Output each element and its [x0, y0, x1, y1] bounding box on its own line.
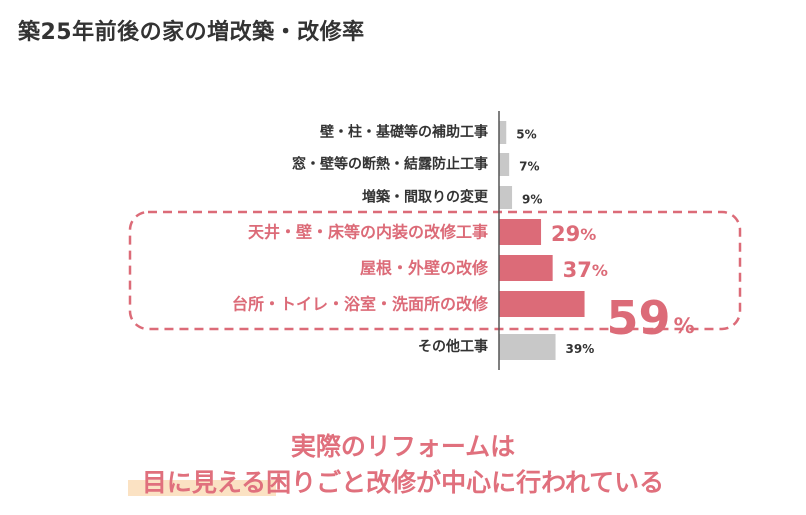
text-highlight	[128, 480, 276, 496]
category-label: 増築・間取りの変更	[362, 189, 489, 206]
value-label: 59%	[607, 291, 695, 345]
bar	[499, 219, 542, 245]
message-line-2: 目に見える困りごと改修が中心に行われている	[141, 468, 665, 497]
value-label: 29%	[551, 222, 596, 246]
message-line-1: 実際のリフォームは	[290, 432, 516, 461]
value-label: 5%	[516, 128, 536, 142]
category-label: 壁・柱・基礎等の補助工事	[320, 124, 488, 141]
page-title: 築25年前後の家の増改築・改修率	[18, 20, 365, 45]
category-label: 台所・トイレ・浴室・洗面所の改修	[232, 295, 489, 314]
bar	[499, 291, 585, 317]
value-label: 7%	[519, 160, 539, 174]
bar	[499, 334, 556, 360]
category-label: 天井・壁・床等の内装の改修工事	[248, 223, 488, 242]
highlight-box	[128, 210, 742, 331]
value-label: 9%	[522, 193, 542, 207]
category-label: その他工事	[418, 338, 488, 355]
value-label: 37%	[563, 258, 608, 282]
bar-chart: 壁・柱・基礎等の補助工事 5% 窓・壁等の断熱・結露防止工事 7% 増築・間取りの変更 9…	[128, 111, 742, 370]
bar	[499, 186, 513, 209]
bar	[499, 255, 553, 281]
category-label: 屋根・外壁の改修	[360, 259, 489, 278]
category-label: 窓・壁等の断熱・結露防止工事	[292, 156, 488, 173]
bar	[499, 153, 510, 176]
value-label: 39%	[566, 342, 595, 356]
bar	[499, 121, 507, 144]
